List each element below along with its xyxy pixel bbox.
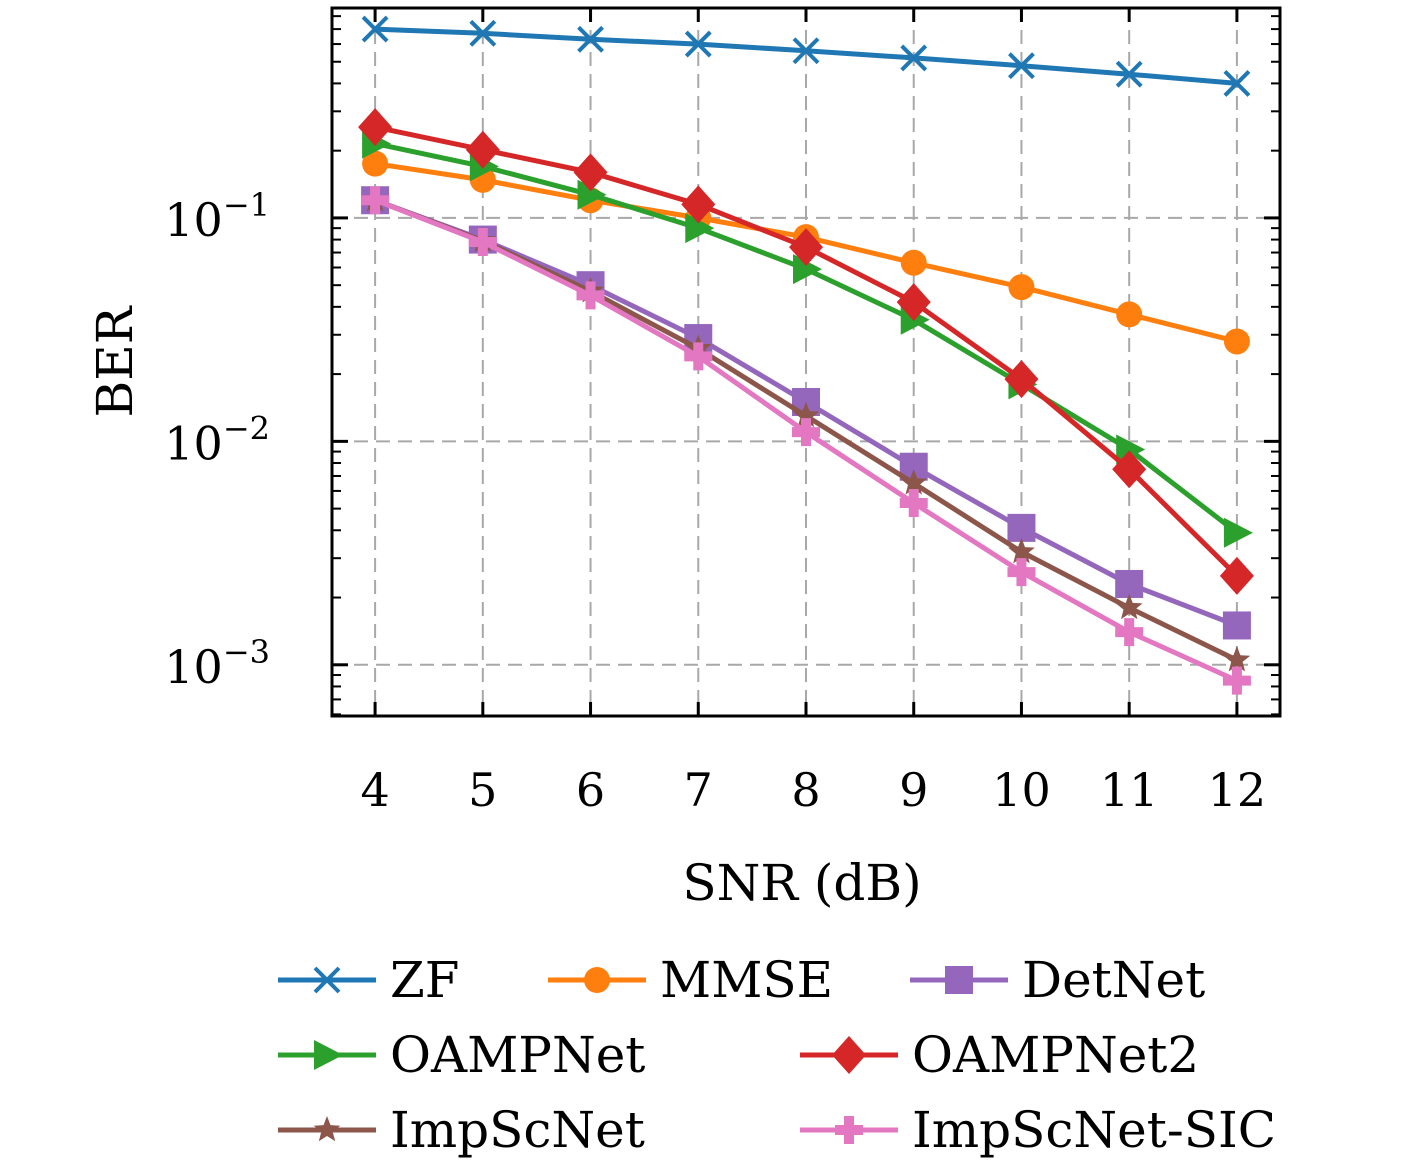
data-point — [684, 30, 712, 58]
legend-label: ImpScNet — [390, 1101, 645, 1159]
x-tick-label: 6 — [576, 763, 605, 817]
data-point — [361, 15, 389, 43]
y-tick-base: 10 — [164, 193, 223, 247]
data-point — [896, 283, 931, 322]
data-point — [1008, 52, 1035, 80]
data-point — [1112, 450, 1147, 489]
data-point — [900, 44, 928, 72]
data-point — [465, 130, 500, 169]
y-tick-label: 10−1 — [164, 186, 270, 247]
legend-entry: OAMPNet — [278, 1026, 645, 1084]
data-point — [900, 469, 927, 495]
legend-marker — [832, 1036, 866, 1074]
data-point — [358, 108, 393, 147]
data-point — [577, 179, 607, 210]
legend-label: OAMPNet — [390, 1026, 645, 1084]
x-tick-label: 8 — [791, 763, 820, 817]
legend-entry: DetNet — [910, 951, 1205, 1009]
series-impscnet-sic — [361, 186, 1251, 695]
x-tick-label: 12 — [1208, 763, 1267, 817]
legend-label: MMSE — [660, 951, 833, 1009]
legend-marker — [314, 1040, 343, 1070]
data-point — [573, 153, 608, 192]
y-tick-exponent: −2 — [223, 409, 270, 447]
data-point — [685, 213, 715, 244]
data-point — [576, 281, 605, 310]
x-axis-title: SNR (dB) — [682, 854, 921, 912]
y-tick-label: 10−3 — [164, 633, 270, 694]
legend-entry: ImpScNet — [278, 1101, 645, 1159]
legend-marker — [945, 966, 973, 994]
data-point — [1223, 328, 1250, 355]
data-point — [681, 185, 716, 224]
data-point — [1222, 666, 1251, 695]
data-point — [1115, 60, 1143, 88]
data-point — [899, 488, 928, 517]
legend-label: ZF — [390, 951, 459, 1009]
data-point — [1007, 558, 1036, 587]
data-point — [1008, 537, 1035, 564]
y-tick-exponent: −1 — [223, 186, 270, 224]
x-axis-ticks: 4 5 6 7 8 9 10 11 12 — [360, 8, 1266, 817]
data-point — [1004, 360, 1039, 399]
x-tick-label: 10 — [992, 763, 1051, 817]
series-oampnet2 — [358, 108, 1254, 595]
data-point — [1116, 301, 1143, 328]
data-point — [1222, 611, 1251, 640]
data-point — [577, 25, 604, 53]
data-point — [789, 228, 823, 267]
legend-marker — [313, 1116, 341, 1142]
legend-entry: ZF — [278, 951, 459, 1009]
data-point — [1008, 274, 1035, 301]
x-tick-label: 5 — [468, 763, 497, 817]
legend-marker — [313, 966, 341, 994]
y-axis-ticks: 10−110−210−3 — [164, 186, 1280, 694]
data-point — [792, 37, 820, 65]
series-zf — [361, 15, 1251, 97]
data-point — [361, 186, 390, 215]
data-point — [1115, 593, 1143, 620]
x-tick-label: 4 — [360, 763, 389, 817]
legend: ZF MMSE DetNet OAMPNet OAMPNet2 ImpScNet ImpSc… — [278, 951, 1276, 1159]
series-oampnet — [362, 128, 1253, 548]
legend-label: ImpScNet-SIC — [912, 1101, 1276, 1159]
data-point — [468, 228, 497, 257]
data-point — [792, 401, 820, 428]
x-tick-label: 9 — [899, 763, 928, 817]
data-point — [362, 150, 389, 177]
y-tick-base: 10 — [164, 416, 223, 470]
legend-entry: OAMPNet2 — [800, 1026, 1199, 1084]
legend-marker — [584, 967, 610, 993]
data-point — [1219, 556, 1254, 595]
data-point — [793, 254, 822, 285]
series-layer — [358, 15, 1254, 695]
data-point — [1223, 646, 1251, 672]
data-point — [1223, 69, 1251, 97]
data-point — [1007, 513, 1036, 542]
data-point — [1223, 517, 1253, 548]
legend-entry: MMSE — [548, 951, 833, 1009]
y-tick-exponent: −3 — [223, 633, 270, 671]
legend-marker — [835, 1116, 863, 1144]
legend-label: DetNet — [1022, 951, 1205, 1009]
y-axis-title: BER — [86, 305, 144, 417]
y-tick-label: 10−2 — [164, 409, 270, 470]
data-point — [469, 19, 497, 47]
legend-entry: ImpScNet-SIC — [800, 1101, 1276, 1159]
legend-label: OAMPNet2 — [912, 1026, 1199, 1084]
data-point — [900, 249, 927, 276]
y-tick-base: 10 — [164, 640, 223, 694]
data-point — [1115, 569, 1144, 598]
data-point — [1115, 618, 1144, 647]
x-tick-label: 11 — [1100, 763, 1159, 817]
x-tick-label: 7 — [684, 763, 713, 817]
data-point — [792, 418, 820, 447]
data-point — [684, 342, 713, 371]
